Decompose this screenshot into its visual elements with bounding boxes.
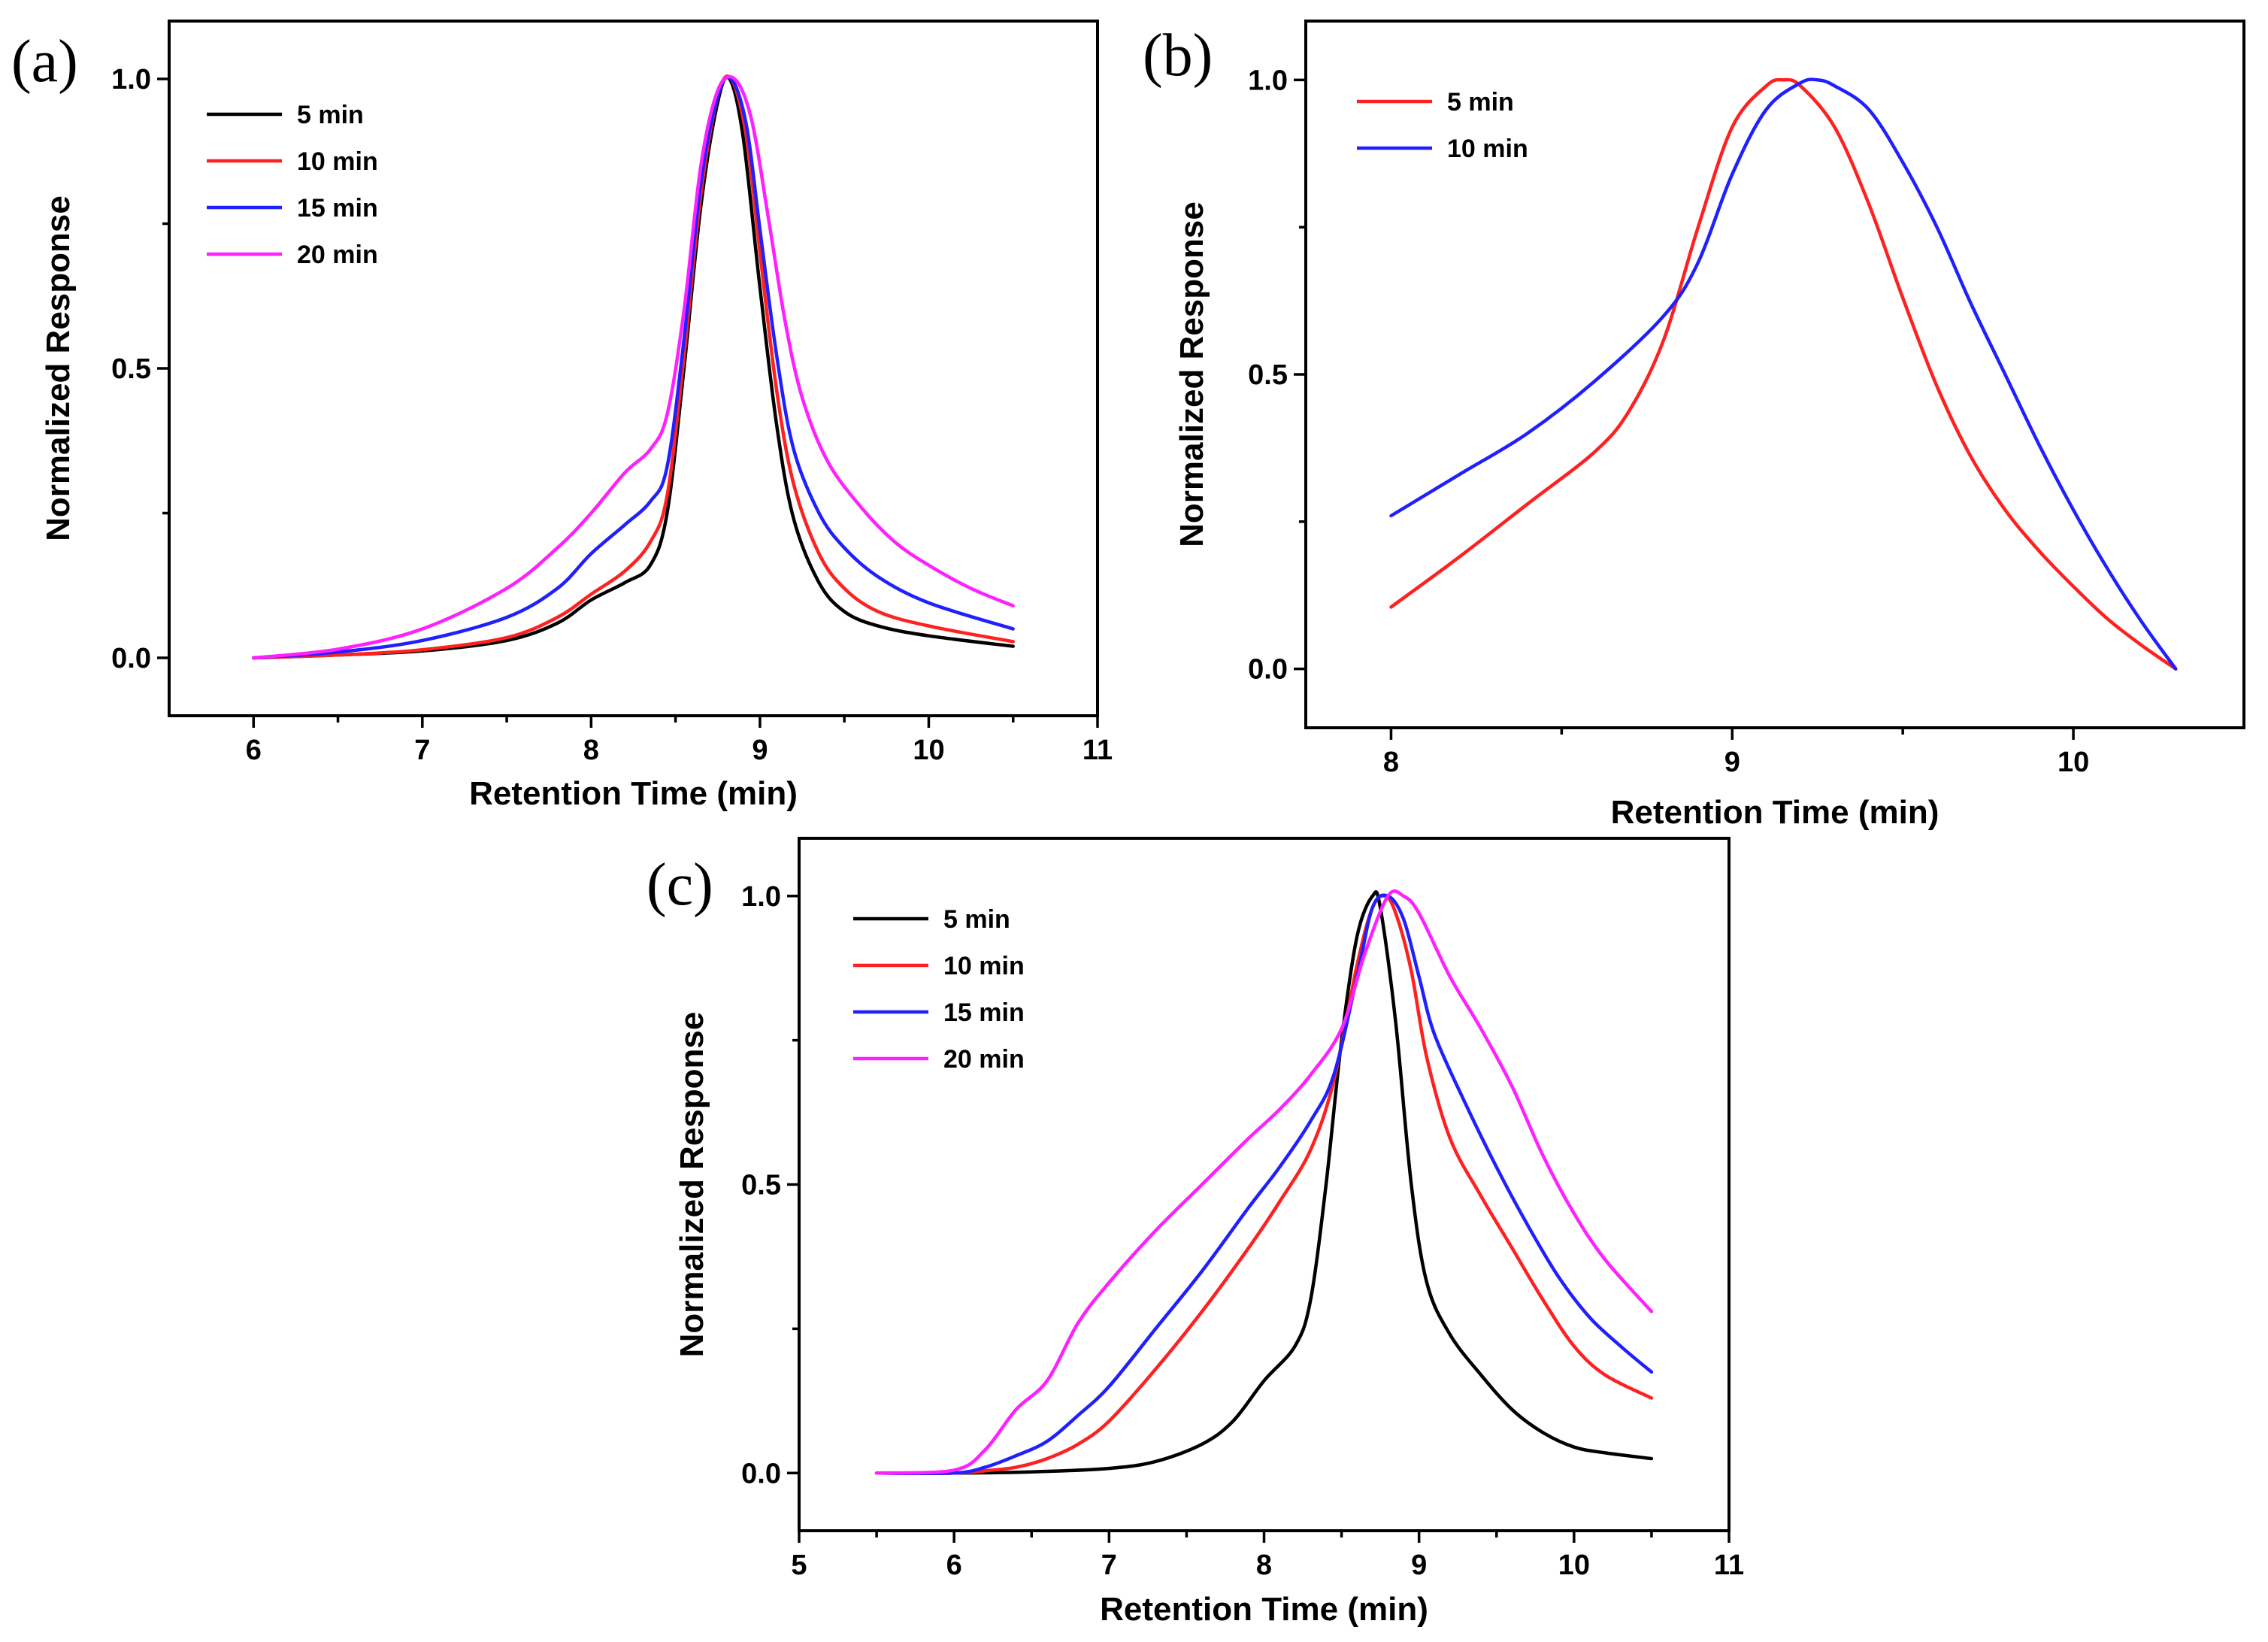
legend-label: 20 min bbox=[297, 241, 378, 269]
x-tick-label: 8 bbox=[1256, 1550, 1272, 1581]
x-tick-label: 8 bbox=[583, 735, 599, 766]
panel-b: 8 9 10 0.0 0.5 1.0 Retention Time (min) Normali… bbox=[1143, 20, 2245, 831]
panel-label: (c) bbox=[646, 852, 713, 918]
legend-label: 20 min bbox=[943, 1045, 1025, 1074]
panel-label: (b) bbox=[1143, 23, 1213, 89]
x-tick-label: 5 bbox=[791, 1550, 807, 1581]
x-tick-label: 6 bbox=[946, 1550, 962, 1581]
series-line-10-min bbox=[874, 894, 1654, 1475]
x-tick-label: 7 bbox=[414, 735, 430, 766]
y-tick-label: 1.0 bbox=[741, 881, 781, 913]
x-tick-label: 9 bbox=[1724, 747, 1740, 778]
x-tick-label: 8 bbox=[1383, 747, 1399, 778]
legend-label: 5 min bbox=[297, 101, 364, 129]
panel-a: 6 7 8 9 10 11 0.0 0.5 1.0 Retention Time (min) Nor… bbox=[11, 20, 1113, 812]
x-tick-label: 11 bbox=[1714, 1550, 1744, 1581]
series-line-5-min bbox=[874, 890, 1654, 1475]
y-tick-label: 1.0 bbox=[111, 64, 151, 95]
legend-label: 10 min bbox=[1447, 135, 1528, 163]
series-line-15-min bbox=[252, 75, 1015, 660]
y-tick-label: 0.0 bbox=[1248, 654, 1288, 686]
x-tick-label: 7 bbox=[1101, 1550, 1117, 1581]
plot-frame bbox=[1304, 20, 2245, 729]
legend-label: 10 min bbox=[297, 147, 378, 176]
x-tick-label: 9 bbox=[1411, 1550, 1427, 1581]
legend-label: 5 min bbox=[1447, 88, 1514, 117]
y-axis-title: Normalized Response bbox=[674, 1012, 710, 1358]
x-tick-label: 10 bbox=[2058, 747, 2089, 778]
y-tick-label: 0.5 bbox=[111, 353, 151, 385]
x-axis-title: Retention Time (min) bbox=[469, 775, 798, 812]
series-line-15-min bbox=[874, 893, 1654, 1476]
series-line-10-min bbox=[1389, 77, 2178, 671]
x-axis-title: Retention Time (min) bbox=[1611, 794, 1939, 831]
y-tick-label: 0.0 bbox=[111, 643, 151, 674]
x-tick-label: 11 bbox=[1083, 735, 1113, 766]
legend-label: 15 min bbox=[943, 998, 1025, 1027]
x-axis-title: Retention Time (min) bbox=[1100, 1591, 1428, 1628]
plot-frame bbox=[798, 837, 1731, 1532]
y-tick-label: 0.0 bbox=[741, 1458, 781, 1489]
legend-label: 10 min bbox=[943, 952, 1025, 980]
x-tick-label: 9 bbox=[752, 735, 768, 766]
series-line-5-min bbox=[1389, 77, 2178, 671]
legend-label: 5 min bbox=[943, 905, 1010, 934]
x-tick-label: 10 bbox=[913, 735, 944, 766]
panel-label: (a) bbox=[11, 29, 78, 95]
series-line-20-min bbox=[252, 74, 1015, 660]
x-tick-label: 6 bbox=[246, 735, 262, 766]
y-axis-title: Normalized Response bbox=[40, 195, 77, 541]
y-tick-label: 0.5 bbox=[1248, 359, 1288, 391]
series-line-20-min bbox=[874, 889, 1654, 1475]
legend-label: 15 min bbox=[297, 194, 378, 223]
y-axis-title: Normalized Response bbox=[1173, 201, 1210, 547]
panel-c: 5 6 7 8 9 10 11 0.0 0.5 1.0 Retention Time (min) No… bbox=[646, 837, 1744, 1628]
x-tick-label: 10 bbox=[1558, 1550, 1590, 1581]
y-tick-label: 1.0 bbox=[1248, 65, 1288, 96]
y-tick-label: 0.5 bbox=[741, 1170, 781, 1201]
